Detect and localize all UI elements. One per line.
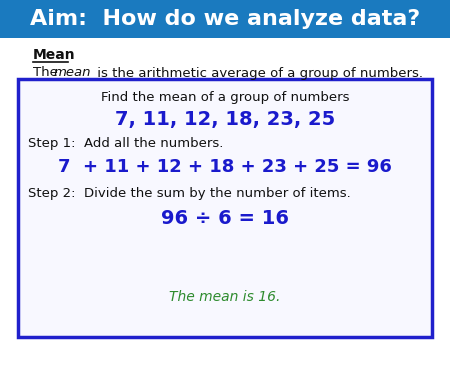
Text: Aim:  How do we analyze data?: Aim: How do we analyze data? [30, 9, 420, 29]
Text: The: The [33, 66, 62, 80]
Text: Step 2:  Divide the sum by the number of items.: Step 2: Divide the sum by the number of … [28, 186, 351, 200]
Text: The mean is 16.: The mean is 16. [169, 290, 281, 304]
Text: Find the mean of a group of numbers: Find the mean of a group of numbers [101, 90, 349, 104]
Text: Mean: Mean [33, 48, 76, 62]
Text: 7, 11, 12, 18, 23, 25: 7, 11, 12, 18, 23, 25 [115, 110, 335, 129]
Text: 96 ÷ 6 = 16: 96 ÷ 6 = 16 [161, 209, 289, 228]
Text: is the arithmetic average of a group of numbers.: is the arithmetic average of a group of … [93, 66, 423, 80]
FancyBboxPatch shape [0, 0, 450, 38]
FancyBboxPatch shape [18, 79, 432, 337]
Text: Step 1:  Add all the numbers.: Step 1: Add all the numbers. [28, 136, 223, 150]
Text: 7  + 11 + 12 + 18 + 23 + 25 = 96: 7 + 11 + 12 + 18 + 23 + 25 = 96 [58, 158, 392, 176]
Text: mean: mean [54, 66, 91, 80]
